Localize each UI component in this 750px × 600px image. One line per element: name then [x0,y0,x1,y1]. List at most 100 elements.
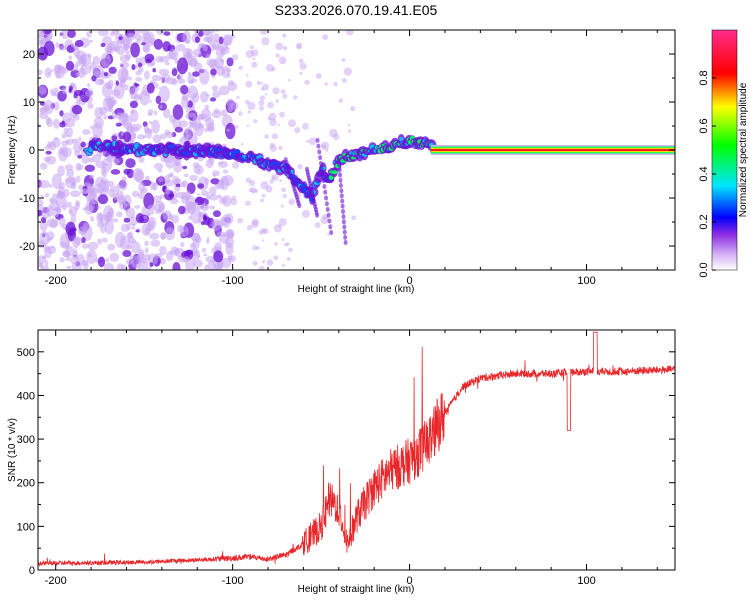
spectrogram-ridge-core [331,170,338,175]
spectrogram-cell [131,255,142,269]
spectrogram-cell [253,119,258,124]
spectrogram-cell [100,223,107,234]
spectrogram-cell [130,241,141,254]
spectrogram-streak-cell [319,166,324,172]
x-tick-label: 0 [407,575,413,587]
spectrogram-cell [83,222,89,226]
x-tick-label: -200 [45,275,67,287]
spectrogram-cell [103,262,115,270]
spectrogram-cell [97,256,106,268]
spectrogram-y-axis-label: Frequency (Hz) [7,116,18,185]
spectrogram-cell [269,118,277,127]
spectrogram-cell [200,203,210,212]
spectrogram-cell [52,137,61,148]
spectrogram-cell [150,239,161,247]
spectrogram-cell [261,37,270,46]
spectrogram-cell [264,93,268,96]
spectrogram-cell [65,245,75,257]
spectrogram-cell [347,123,350,127]
spectrogram-cell [207,36,213,44]
spectrogram-cell [287,247,293,253]
spectrogram-cell [265,185,273,193]
spectrogram-cell [183,173,189,178]
spectrogram-cell [39,230,50,246]
spectrogram-streak-cell [341,219,346,225]
spectrogram-cell [78,136,82,142]
spectrogram-cell [132,168,144,182]
spectrogram-cell [61,146,72,158]
spectrogram-cell [202,44,208,52]
spectrogram-cell [282,193,287,199]
spectrogram-cell [118,36,123,41]
spectrogram-cell [44,34,52,42]
spectrogram-cell [164,187,171,195]
spectrogram-cell [137,191,145,200]
spectrogram-cell [297,163,303,170]
spectrogram-cell [39,262,44,269]
spectrogram-cell [178,120,189,128]
spectrogram-streak-cell [318,160,323,166]
spectrogram-cell [122,194,132,207]
spectrogram-cell [87,102,94,109]
spectrogram-cell [175,43,186,52]
spectrogram-cell [61,112,73,122]
spectrogram-cell [258,100,265,107]
snr-plot-area [38,331,675,568]
spectrogram-cell [86,249,98,265]
x-tick-label: -200 [45,575,67,587]
spectrogram-cell [272,87,280,95]
spectrogram-cell [143,215,148,219]
spectrogram-cell [108,79,114,89]
spectrogram-streak-cell [325,207,330,213]
colorbar-gradient [711,29,738,271]
colorbar-tick-label: 0.6 [698,118,710,133]
spectrogram-cell [181,95,189,109]
spectrogram-cell [131,226,136,230]
spectrogram-cell [222,169,229,174]
spectrogram-cell [151,119,160,134]
spectrogram-cell [281,187,287,193]
spectrogram-cell [164,61,170,66]
spectrogram-cell [135,76,143,82]
spectrogram-cell [213,250,224,263]
spectrogram-cell [260,30,268,36]
y-tick-label: 0 [29,145,35,157]
spectrogram-cell [92,70,102,77]
spectrogram-cell [298,58,304,64]
spectrogram-cell [46,118,53,128]
spectrogram-cell [220,109,228,117]
spectrogram-cell [116,183,120,188]
spectrogram-cell [153,110,158,116]
spectrogram-cell [73,48,80,58]
spectrogram-cell [210,64,216,68]
spectrogram-cell [125,158,136,168]
spectrogram-cell [207,30,216,34]
spectrogram-cell [66,168,75,178]
spectrogram-cell [38,255,47,264]
spectrogram-cell [230,101,239,110]
spectrogram-cell [236,95,240,100]
spectrogram-cell [256,80,261,86]
spectrogram-cell [104,45,113,54]
snr-x-axis-label: Height of straight line (km) [298,584,415,595]
spectrogram-cell [271,133,278,140]
spectrogram-cell [281,263,286,267]
spectrogram-cell [226,129,231,132]
spectrogram-cell [46,218,58,228]
spectrogram-cell [38,198,44,207]
spectrogram-cell [52,193,58,200]
spectrogram-cell [205,94,210,97]
spectrogram-cell [261,239,265,242]
spectrogram-cell [152,134,162,144]
spectrogram-cell [49,200,60,212]
spectrogram-cell [162,108,171,119]
spectrogram-cell [38,209,43,217]
spectrogram-cell [137,62,143,68]
spectrogram-cell [278,145,283,151]
spectrogram-cell [266,259,274,267]
spectrogram-cell [66,265,72,269]
spectrogram-cell [210,97,217,102]
spectrogram-cell [249,45,254,50]
spectrogram-cell [119,61,130,69]
spectrogram-cell [281,238,285,241]
